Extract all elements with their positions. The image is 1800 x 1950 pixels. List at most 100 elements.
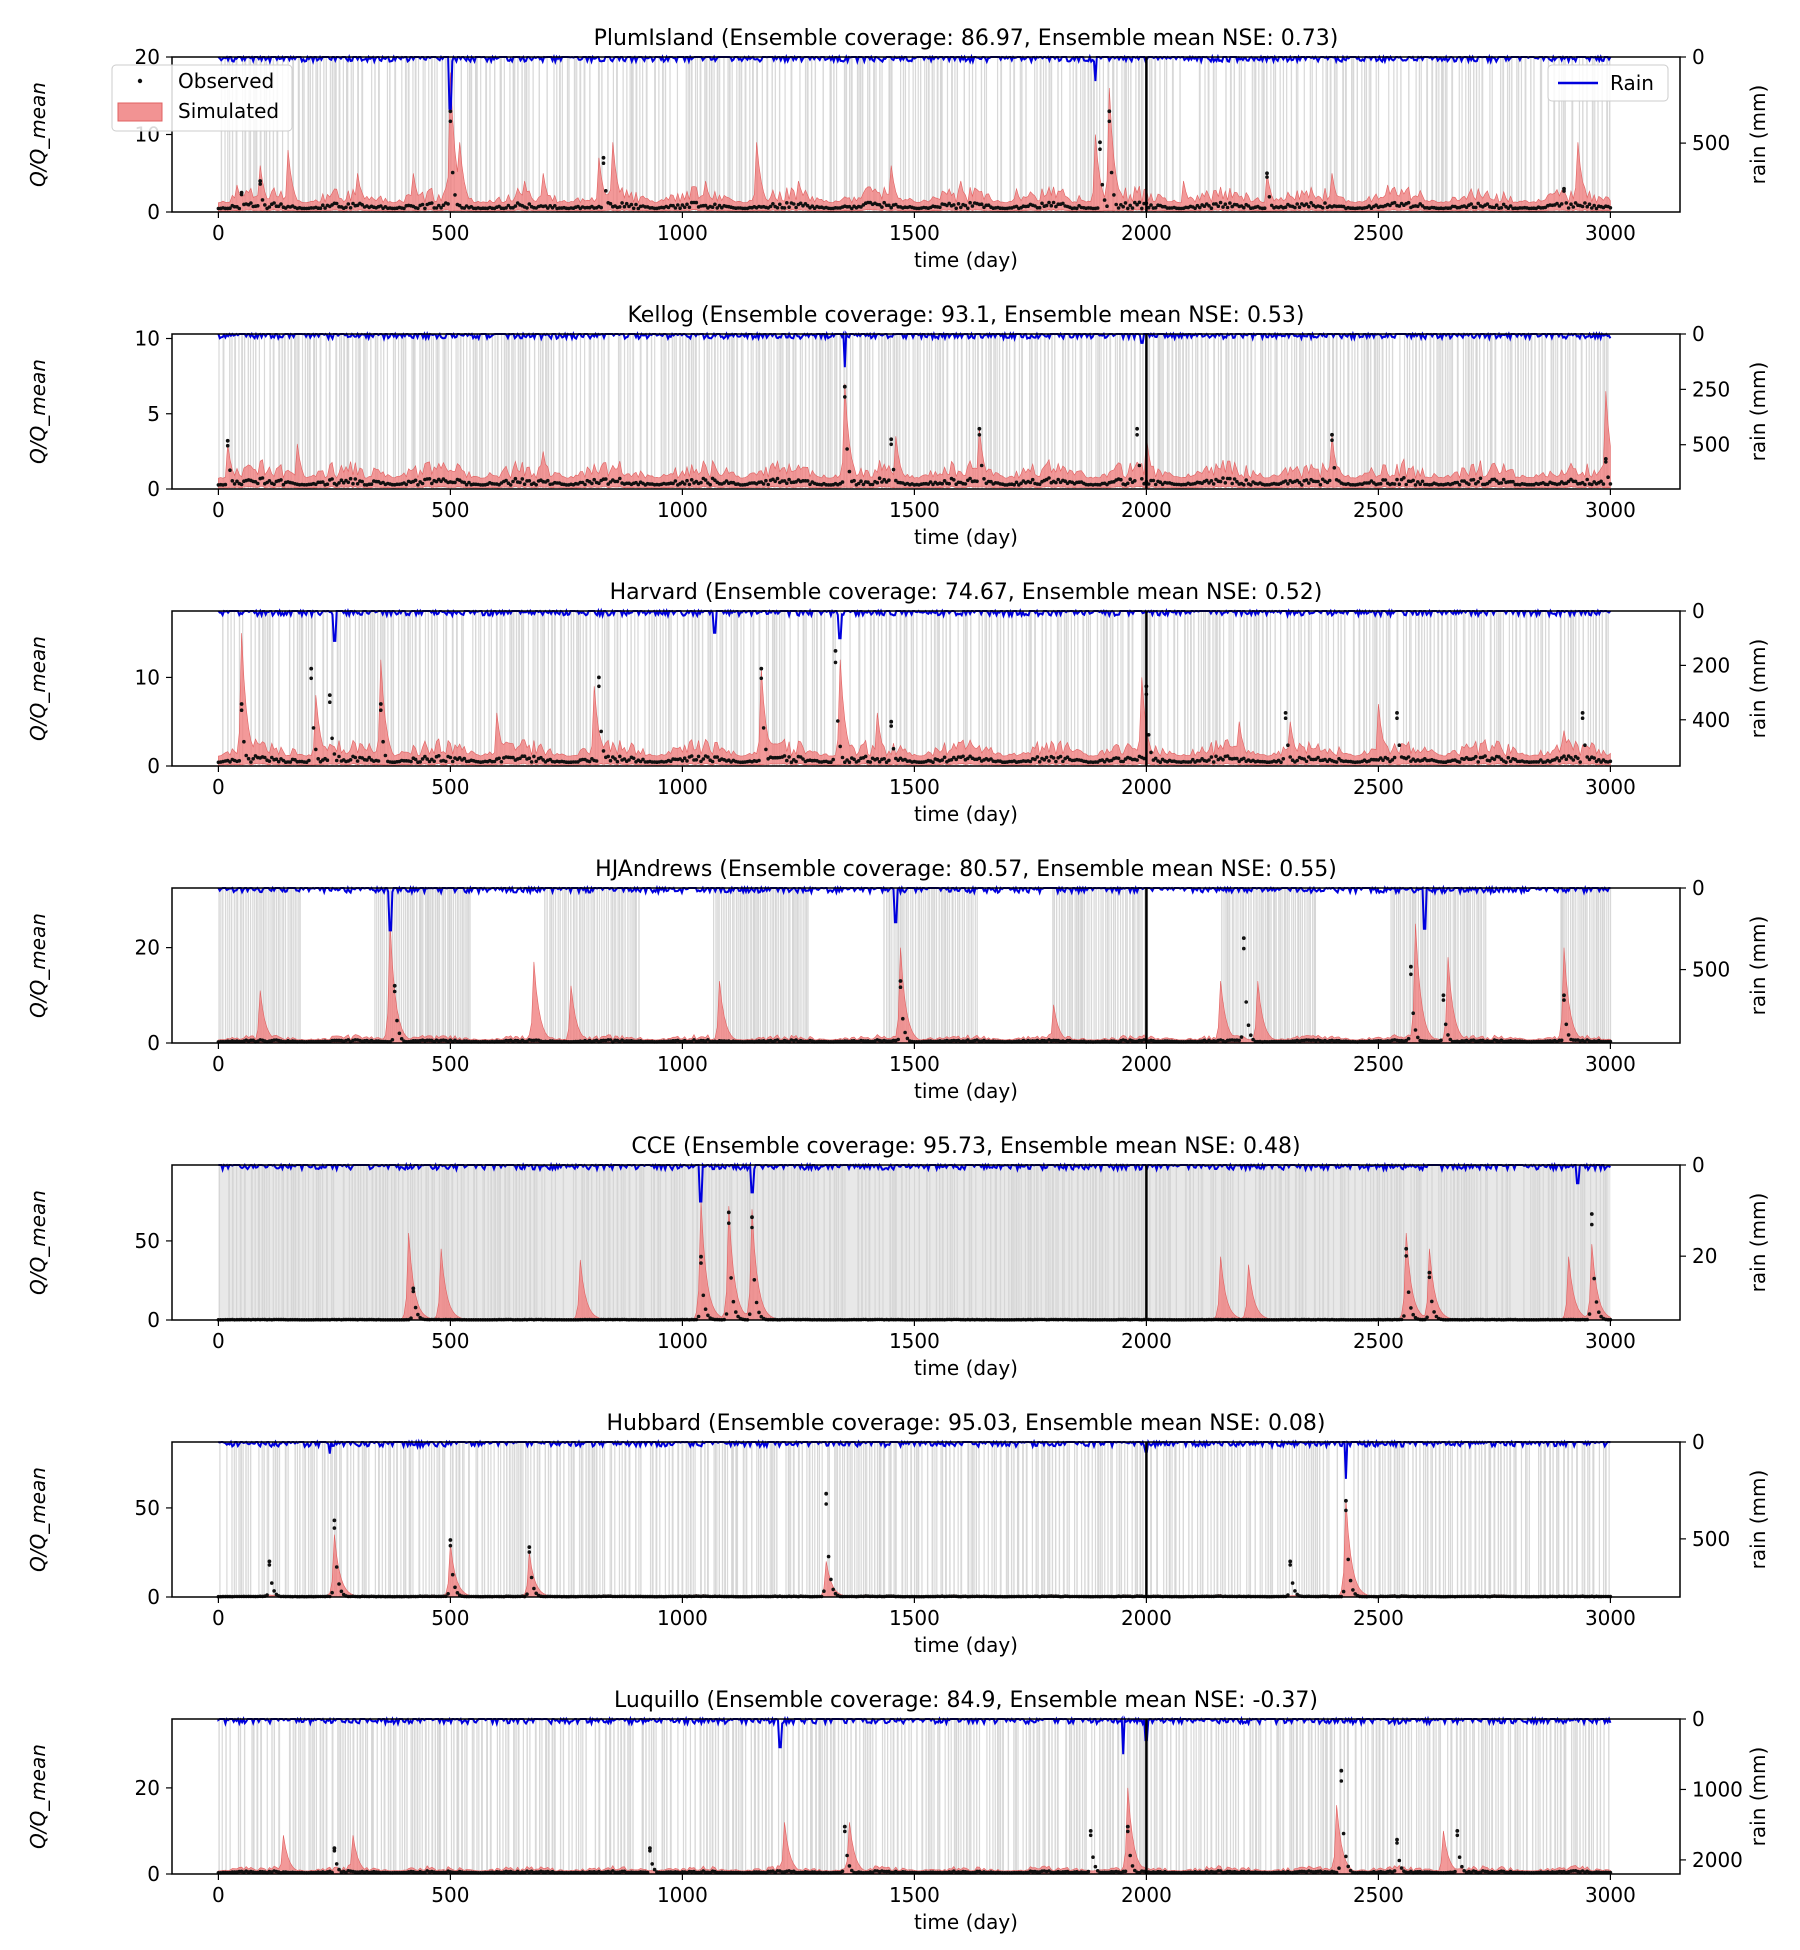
- rain-day-band: [1207, 334, 1209, 489]
- rain-day-band: [389, 57, 391, 212]
- rain-day-band: [601, 888, 603, 1043]
- observed-point: [1286, 482, 1290, 486]
- rain-day-band: [409, 611, 411, 766]
- rain-day-band: [933, 888, 936, 1043]
- observed-point: [673, 206, 678, 210]
- rain-day-band: [1304, 611, 1306, 766]
- rain-day-band: [1112, 57, 1115, 212]
- rain-day-band: [436, 611, 438, 766]
- rain-day-band: [597, 611, 599, 766]
- rain-day-band: [462, 611, 464, 766]
- observed-point: [989, 479, 993, 484]
- rain-day-band: [891, 888, 893, 1043]
- observed-point: [1242, 756, 1246, 761]
- rain-day-band: [1565, 888, 1567, 1043]
- observed-point: [430, 757, 434, 762]
- legend-simulated-label: Simulated: [178, 99, 279, 123]
- rain-day-band: [1068, 888, 1071, 1043]
- rain-day-band: [605, 888, 608, 1043]
- rain-day-band: [1367, 334, 1370, 489]
- rain-day-band: [867, 57, 869, 212]
- observed-point: [1304, 759, 1309, 764]
- rain-day-band: [1435, 57, 1438, 212]
- rain-day-band: [614, 611, 616, 766]
- rain-day-band: [634, 888, 636, 1043]
- rain-day-band: [778, 334, 780, 489]
- rain-day-band: [1158, 334, 1160, 489]
- rain-day-band: [811, 334, 814, 489]
- rain-day-band: [297, 57, 299, 212]
- rain-day-band: [662, 611, 664, 766]
- rain-day-band: [888, 57, 890, 212]
- observed-point: [731, 1299, 736, 1304]
- rain-day-band: [451, 611, 454, 766]
- x-tick-label: 3000: [1585, 775, 1636, 799]
- rain-day-band: [713, 334, 716, 489]
- rain-day-band: [510, 611, 513, 766]
- observed-point: [1126, 206, 1130, 211]
- rain-day-band: [339, 611, 341, 766]
- rain-day-band: [878, 334, 880, 489]
- rain-day-band: [579, 611, 582, 766]
- rain-day-band: [394, 888, 396, 1043]
- rain-day-band: [1045, 57, 1047, 212]
- observed-point: [687, 205, 692, 210]
- rain-day-band: [419, 888, 421, 1043]
- rain-day-band: [1041, 611, 1043, 766]
- rain-day-band: [1003, 611, 1005, 766]
- observed-point: [532, 754, 536, 759]
- rain-day-band: [919, 57, 922, 212]
- rain-day-band: [1126, 888, 1128, 1043]
- rain-day-band: [422, 57, 424, 212]
- y-tick-label: 20: [135, 936, 160, 960]
- rain-day-band: [1396, 611, 1399, 766]
- rain-day-band: [305, 611, 307, 766]
- observed-point: [868, 760, 873, 764]
- rain-day-band: [1011, 611, 1014, 766]
- rain-day-band: [631, 57, 634, 212]
- rain-day-band: [1378, 334, 1381, 489]
- rain-day-band: [481, 334, 483, 489]
- rain-day-band: [377, 611, 379, 766]
- rain-day-band: [1013, 57, 1016, 212]
- rain-day-band: [576, 611, 578, 766]
- y2-tick-label: 0: [1692, 45, 1705, 69]
- rain-day-band: [396, 888, 398, 1043]
- observed-point: [1406, 200, 1411, 205]
- rain-day-band: [229, 334, 231, 489]
- rain-day-band: [1000, 57, 1003, 212]
- rain-day-band: [1139, 334, 1141, 489]
- observed-point: [1056, 477, 1060, 482]
- rain-day-band: [404, 334, 407, 489]
- rain-day-band: [1246, 334, 1249, 489]
- rain-day-band: [645, 57, 648, 212]
- rain-day-band: [660, 334, 663, 489]
- rain-day-band: [1571, 57, 1574, 212]
- rain-day-band: [1403, 888, 1406, 1043]
- rain-day-band: [968, 334, 971, 489]
- rain-day-band: [573, 57, 576, 212]
- observed-point: [627, 758, 631, 762]
- rain-day-band: [1112, 888, 1115, 1043]
- observed-point: [239, 708, 244, 712]
- rain-day-band: [1275, 888, 1277, 1043]
- observed-point: [508, 483, 513, 487]
- rain-day-band: [1399, 888, 1402, 1043]
- rain-day-band: [1204, 611, 1207, 766]
- rain-day-band: [553, 57, 555, 212]
- observed-point: [1316, 755, 1320, 760]
- rain-day-band: [1261, 334, 1264, 489]
- rain-day-band: [1522, 334, 1524, 489]
- observed-point: [409, 759, 413, 764]
- rain-day-band: [1427, 888, 1429, 1043]
- rain-day-band: [1393, 888, 1396, 1043]
- rain-day-band: [1127, 611, 1129, 766]
- observed-point: [1232, 477, 1237, 481]
- observed-point: [327, 693, 332, 697]
- observed-point: [1599, 479, 1603, 484]
- rain-day-band: [1517, 334, 1519, 489]
- rain-day-band: [326, 611, 328, 766]
- rain-day-band: [269, 334, 271, 489]
- observed-point: [1392, 755, 1397, 760]
